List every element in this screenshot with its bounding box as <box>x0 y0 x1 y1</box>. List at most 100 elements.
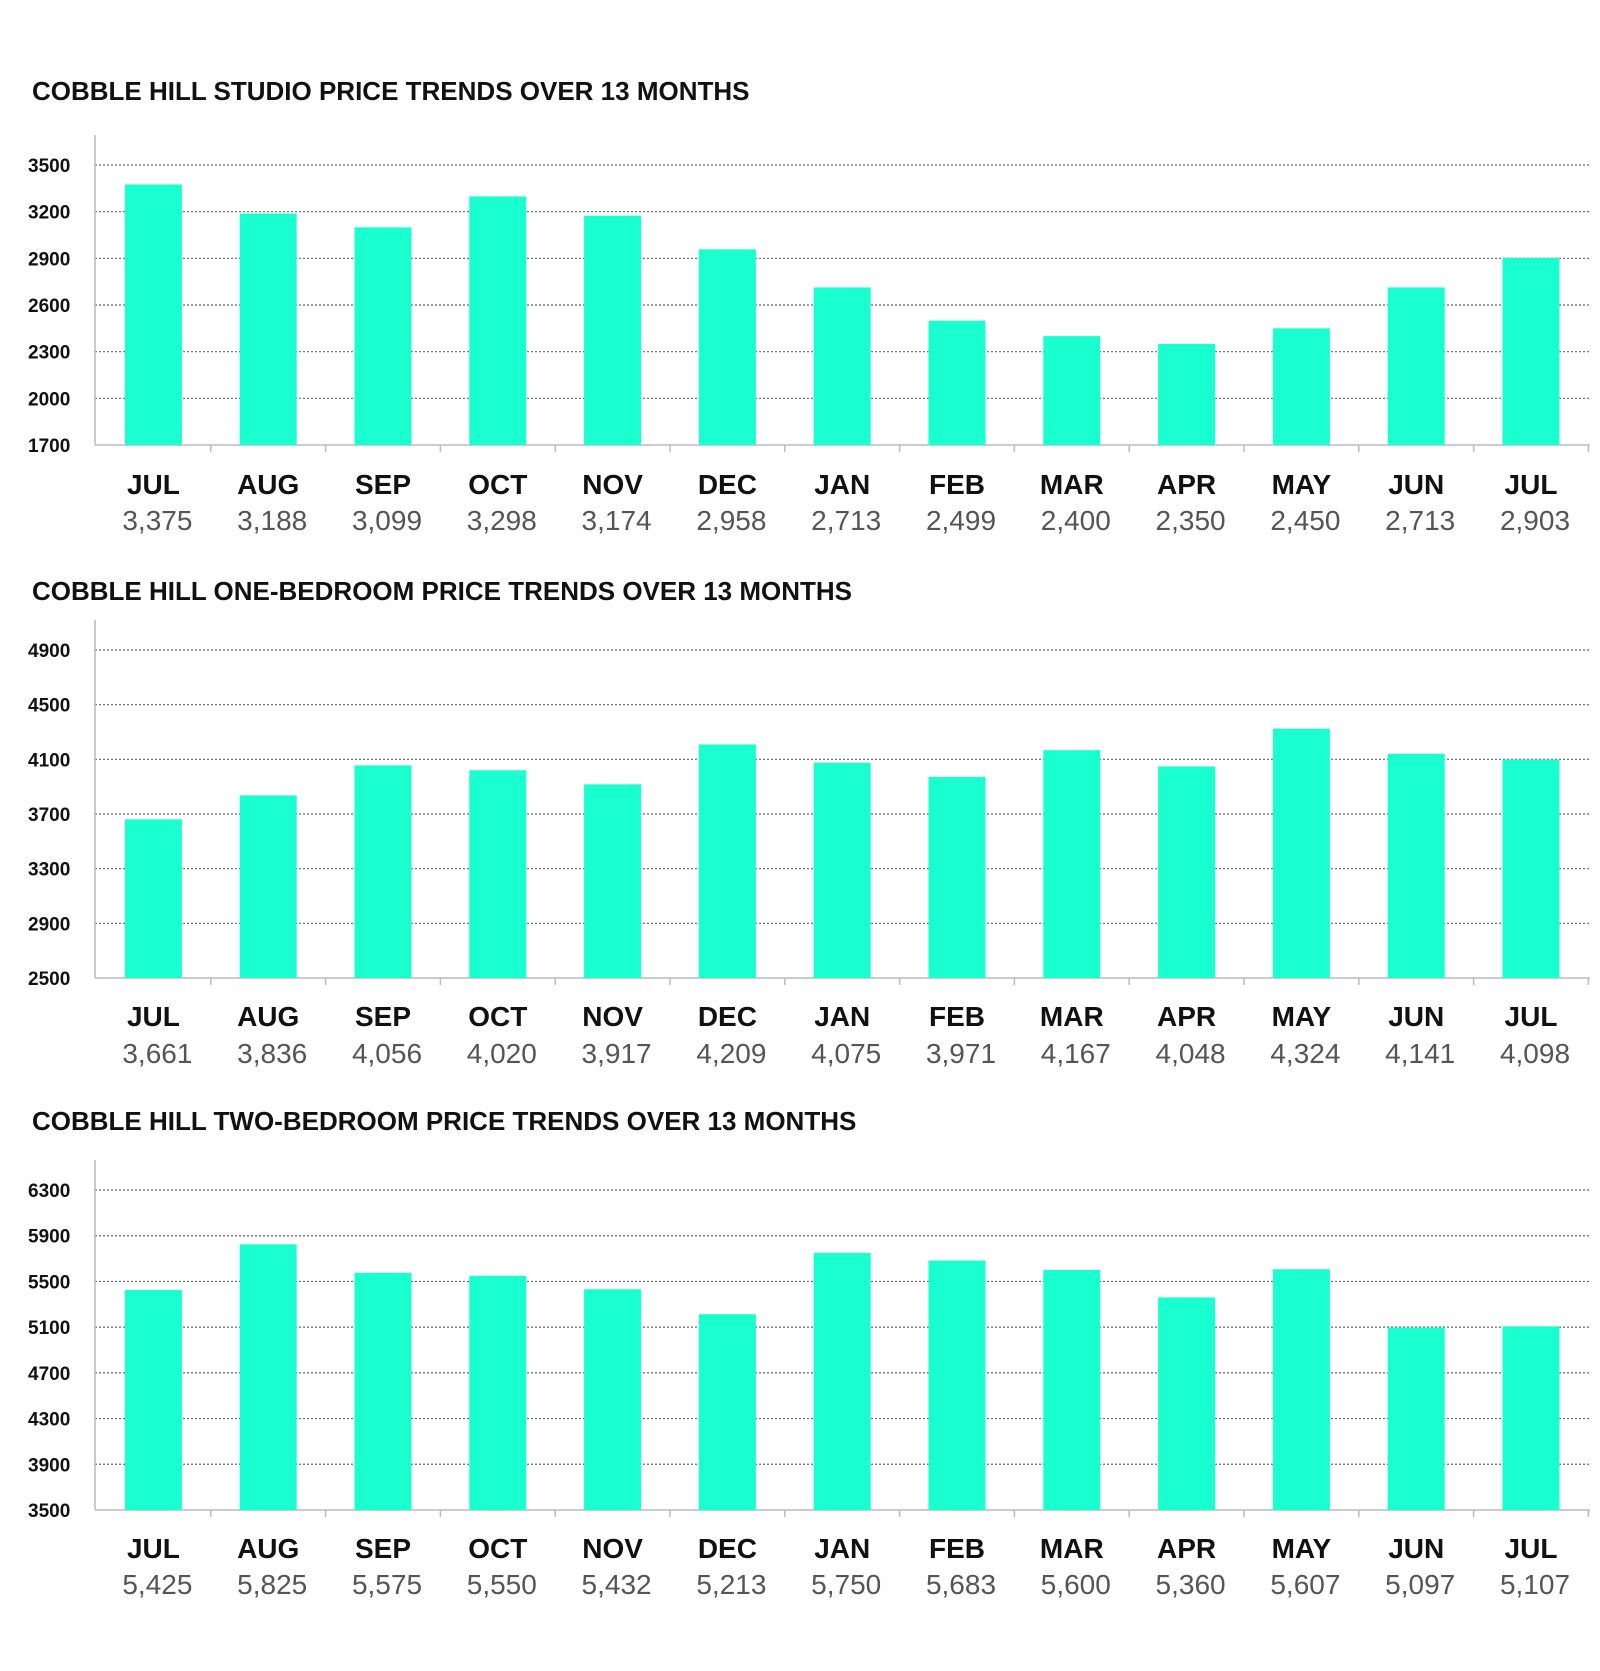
value-label: 5,432 <box>582 1569 652 1600</box>
y-tick-label: 3700 <box>28 805 70 826</box>
bar-11 <box>1272 328 1330 445</box>
category-label: APR <box>1157 469 1216 500</box>
value-label: 3,917 <box>582 1038 652 1069</box>
bar-1 <box>124 184 182 445</box>
bar-2 <box>239 1244 297 1510</box>
value-label: 5,575 <box>352 1569 422 1600</box>
y-tick-label: 4100 <box>28 750 70 771</box>
value-label: 3,298 <box>467 505 537 536</box>
y-tick-label: 5500 <box>28 1272 70 1293</box>
category-label: JUL <box>1505 1533 1558 1564</box>
y-tick-label: 3900 <box>28 1455 70 1476</box>
category-label: FEB <box>929 1001 985 1032</box>
bar-10 <box>1158 1297 1216 1510</box>
bar-9 <box>1043 750 1101 978</box>
category-label: FEB <box>929 469 985 500</box>
bar-3 <box>354 765 412 978</box>
y-tick-label: 2500 <box>28 969 70 990</box>
y-tick-label: 2000 <box>28 389 70 410</box>
value-label: 5,550 <box>467 1569 537 1600</box>
value-label: 3,174 <box>582 505 652 536</box>
bar-3 <box>354 227 412 445</box>
category-label: JAN <box>814 469 870 500</box>
y-tick-label: 4700 <box>28 1364 70 1385</box>
value-label: 2,499 <box>926 505 996 536</box>
category-label: APR <box>1157 1001 1216 1032</box>
bar-4 <box>469 770 527 978</box>
value-label: 3,971 <box>926 1038 996 1069</box>
category-label: APR <box>1157 1533 1216 1564</box>
category-label: AUG <box>237 1533 299 1564</box>
y-tick-label: 4500 <box>28 696 70 717</box>
value-label: 4,167 <box>1041 1038 1111 1069</box>
y-tick-label: 3300 <box>28 860 70 881</box>
category-label: JUL <box>127 1533 180 1564</box>
category-label: OCT <box>468 469 527 500</box>
value-label: 3,661 <box>122 1038 192 1069</box>
chart-2: COBBLE HILL ONE-BEDROOM PRICE TRENDS OVE… <box>28 576 1590 1069</box>
value-label: 4,141 <box>1385 1038 1455 1069</box>
category-label: SEP <box>355 469 411 500</box>
value-label: 4,048 <box>1156 1038 1226 1069</box>
y-tick-label: 3500 <box>28 156 70 177</box>
bar-12 <box>1387 1327 1445 1510</box>
y-tick-label: 3200 <box>28 203 70 224</box>
category-label: AUG <box>237 1001 299 1032</box>
category-label: DEC <box>698 1533 757 1564</box>
category-label: JUL <box>1505 469 1558 500</box>
category-label: AUG <box>237 469 299 500</box>
bar-10 <box>1158 766 1216 978</box>
category-label: JUN <box>1388 1001 1444 1032</box>
category-label: NOV <box>582 1533 643 1564</box>
category-label: MAR <box>1040 1001 1104 1032</box>
bar-8 <box>928 1260 986 1510</box>
value-label: 4,324 <box>1270 1038 1340 1069</box>
bar-2 <box>239 213 297 445</box>
category-label: OCT <box>468 1533 527 1564</box>
value-label: 5,750 <box>811 1569 881 1600</box>
value-label: 3,375 <box>122 505 192 536</box>
bar-11 <box>1272 1269 1330 1510</box>
bar-12 <box>1387 753 1445 978</box>
bar-1 <box>124 819 182 978</box>
value-label: 5,600 <box>1041 1569 1111 1600</box>
category-label: MAR <box>1040 1533 1104 1564</box>
chart-title: COBBLE HILL STUDIO PRICE TRENDS OVER 13 … <box>32 76 749 106</box>
value-label: 2,450 <box>1270 505 1340 536</box>
value-label: 4,020 <box>467 1038 537 1069</box>
bar-11 <box>1272 728 1330 978</box>
category-label: FEB <box>929 1533 985 1564</box>
y-tick-label: 2900 <box>28 249 70 270</box>
bar-9 <box>1043 1270 1101 1510</box>
category-label: JUN <box>1388 1533 1444 1564</box>
category-label: JUL <box>1505 1001 1558 1032</box>
y-tick-label: 1700 <box>28 436 70 457</box>
chart-1: COBBLE HILL STUDIO PRICE TRENDS OVER 13 … <box>28 76 1590 536</box>
bar-12 <box>1387 287 1445 445</box>
y-tick-label: 4900 <box>28 641 70 662</box>
bar-10 <box>1158 343 1216 445</box>
bar-3 <box>354 1272 412 1510</box>
category-label: JUL <box>127 1001 180 1032</box>
y-tick-label: 6300 <box>28 1181 70 1202</box>
bar-9 <box>1043 336 1101 445</box>
bar-8 <box>928 320 986 445</box>
bar-7 <box>813 1252 871 1510</box>
value-label: 5,607 <box>1270 1569 1340 1600</box>
bar-8 <box>928 776 986 978</box>
bar-4 <box>469 196 527 445</box>
category-label: NOV <box>582 469 643 500</box>
chart-title: COBBLE HILL TWO-BEDROOM PRICE TRENDS OVE… <box>32 1106 856 1136</box>
bar-13 <box>1502 257 1560 445</box>
value-label: 4,075 <box>811 1038 881 1069</box>
value-label: 3,836 <box>237 1038 307 1069</box>
category-label: NOV <box>582 1001 643 1032</box>
value-label: 3,188 <box>237 505 307 536</box>
bar-6 <box>698 249 756 445</box>
value-label: 4,209 <box>696 1038 766 1069</box>
value-label: 2,713 <box>811 505 881 536</box>
bar-7 <box>813 762 871 978</box>
category-label: JAN <box>814 1533 870 1564</box>
value-label: 5,097 <box>1385 1569 1455 1600</box>
bar-4 <box>469 1275 527 1510</box>
